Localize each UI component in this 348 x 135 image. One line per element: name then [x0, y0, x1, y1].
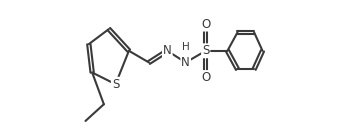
Text: N: N: [163, 44, 172, 57]
Text: S: S: [112, 78, 119, 91]
Text: H: H: [182, 42, 190, 52]
Text: O: O: [201, 71, 210, 84]
Text: O: O: [201, 18, 210, 31]
Text: S: S: [202, 44, 209, 57]
Text: N: N: [181, 56, 190, 69]
